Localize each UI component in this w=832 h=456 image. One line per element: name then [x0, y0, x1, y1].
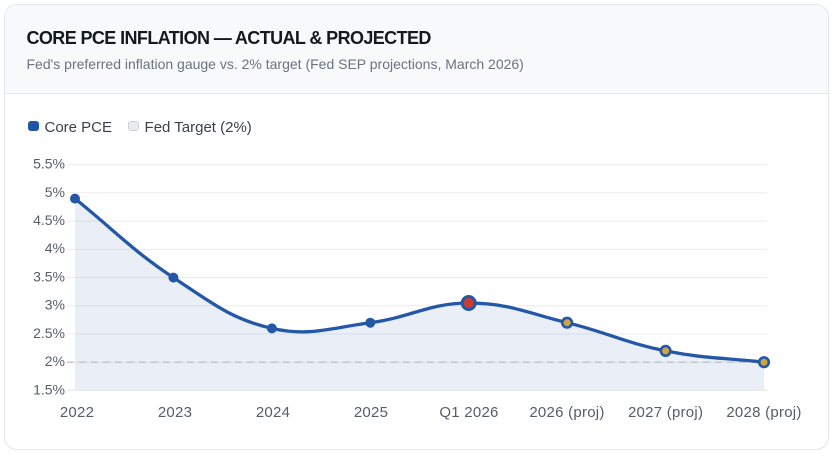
svg-text:2028 (proj): 2028 (proj) — [726, 404, 801, 421]
svg-text:4%: 4% — [45, 240, 65, 256]
svg-text:Q1 2026: Q1 2026 — [439, 404, 498, 421]
svg-text:3%: 3% — [45, 297, 65, 313]
svg-text:1.5%: 1.5% — [33, 381, 65, 397]
svg-text:2027 (proj): 2027 (proj) — [628, 404, 703, 421]
svg-text:2022: 2022 — [60, 404, 94, 421]
svg-text:2025: 2025 — [354, 404, 388, 421]
svg-text:2%: 2% — [45, 353, 65, 369]
svg-text:2023: 2023 — [158, 404, 192, 421]
svg-text:5.5%: 5.5% — [33, 156, 65, 172]
svg-text:2.5%: 2.5% — [33, 325, 65, 341]
svg-text:2024: 2024 — [256, 404, 290, 421]
svg-text:5%: 5% — [45, 184, 65, 200]
svg-text:4.5%: 4.5% — [33, 212, 65, 228]
svg-text:3.5%: 3.5% — [33, 269, 65, 285]
svg-text:2026 (proj): 2026 (proj) — [529, 404, 604, 421]
